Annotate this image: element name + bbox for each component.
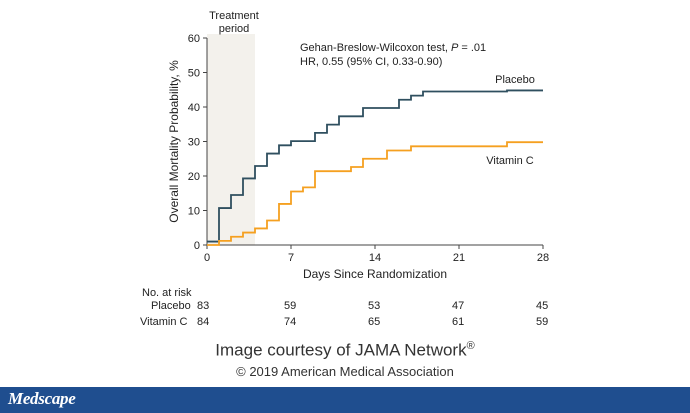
y-tick-label: 60 [188, 33, 200, 45]
series-lines [207, 89, 543, 246]
x-tick-label: 21 [453, 252, 465, 264]
x-tick-label: 0 [204, 252, 210, 264]
p-value-symbol: P [451, 42, 459, 54]
y-tick-label: 40 [188, 102, 200, 114]
km-survival-chart: Treatment period 0 10 20 30 40 50 60 0 7 14 21 28 Days… [167, 10, 549, 281]
chart-text: Treatment period 0 10 20 30 40 50 60 0 7 14 21 28 Days… [167, 10, 549, 281]
hazard-ratio-annotation: HR, 0.55 (95% CI, 0.33-0.90) [300, 56, 442, 68]
y-tick-label: 10 [188, 206, 200, 218]
axes [203, 37, 544, 249]
y-tick-label: 0 [194, 240, 200, 252]
series-label-vitamin-c: Vitamin C [486, 155, 534, 167]
x-axis-label: Days Since Randomization [303, 267, 447, 281]
treatment-period-label: Treatment period [209, 10, 259, 35]
treatment-label-line1: Treatment [209, 10, 259, 22]
registered-mark: ® [466, 340, 475, 352]
risk-table-title: No. at risk [142, 287, 192, 299]
risk-row-label: Vitamin C [140, 316, 188, 328]
treatment-period-shade [207, 34, 255, 245]
p-value: = .01 [458, 42, 486, 54]
series-line-placebo [207, 89, 543, 243]
risk-cell: 45 [536, 300, 549, 312]
x-tick-label: 28 [537, 252, 549, 264]
y-tick-label: 30 [188, 137, 200, 149]
risk-cell: 53 [368, 300, 381, 312]
risk-cell: 84 [197, 316, 210, 328]
y-tick-label: 50 [188, 68, 200, 80]
image-credit: Image courtesy of JAMA Network® [0, 340, 690, 361]
risk-cell: 65 [368, 316, 381, 328]
risk-cell: 47 [452, 300, 465, 312]
risk-cell: 83 [197, 300, 210, 312]
y-axis-label: Overall Mortality Probability, % [167, 60, 181, 223]
risk-cell: 74 [284, 316, 297, 328]
stat-test-annotation: Gehan-Breslow-Wilcoxon test, P = .01 [300, 42, 486, 54]
risk-row-label: Placebo [151, 300, 191, 312]
treatment-period-region [207, 34, 255, 245]
risk-cell: 59 [284, 300, 297, 312]
series-line-vitamin-c [207, 141, 543, 246]
risk-cell: 59 [536, 316, 549, 328]
medscape-logo[interactable]: Medscape [8, 389, 76, 408]
treatment-label-line2: period [219, 23, 250, 35]
y-tick-label: 20 [188, 171, 200, 183]
stat-test-text: Gehan-Breslow-Wilcoxon test, [300, 42, 451, 54]
series-label-placebo: Placebo [495, 74, 535, 86]
x-tick-label: 14 [369, 252, 381, 264]
credit-text: Image courtesy of JAMA Network [215, 340, 467, 360]
footer-bar: Medscape [0, 387, 690, 413]
copyright-line: © 2019 American Medical Association [236, 364, 454, 379]
x-tick-label: 7 [288, 252, 294, 264]
risk-cell: 61 [452, 316, 465, 328]
